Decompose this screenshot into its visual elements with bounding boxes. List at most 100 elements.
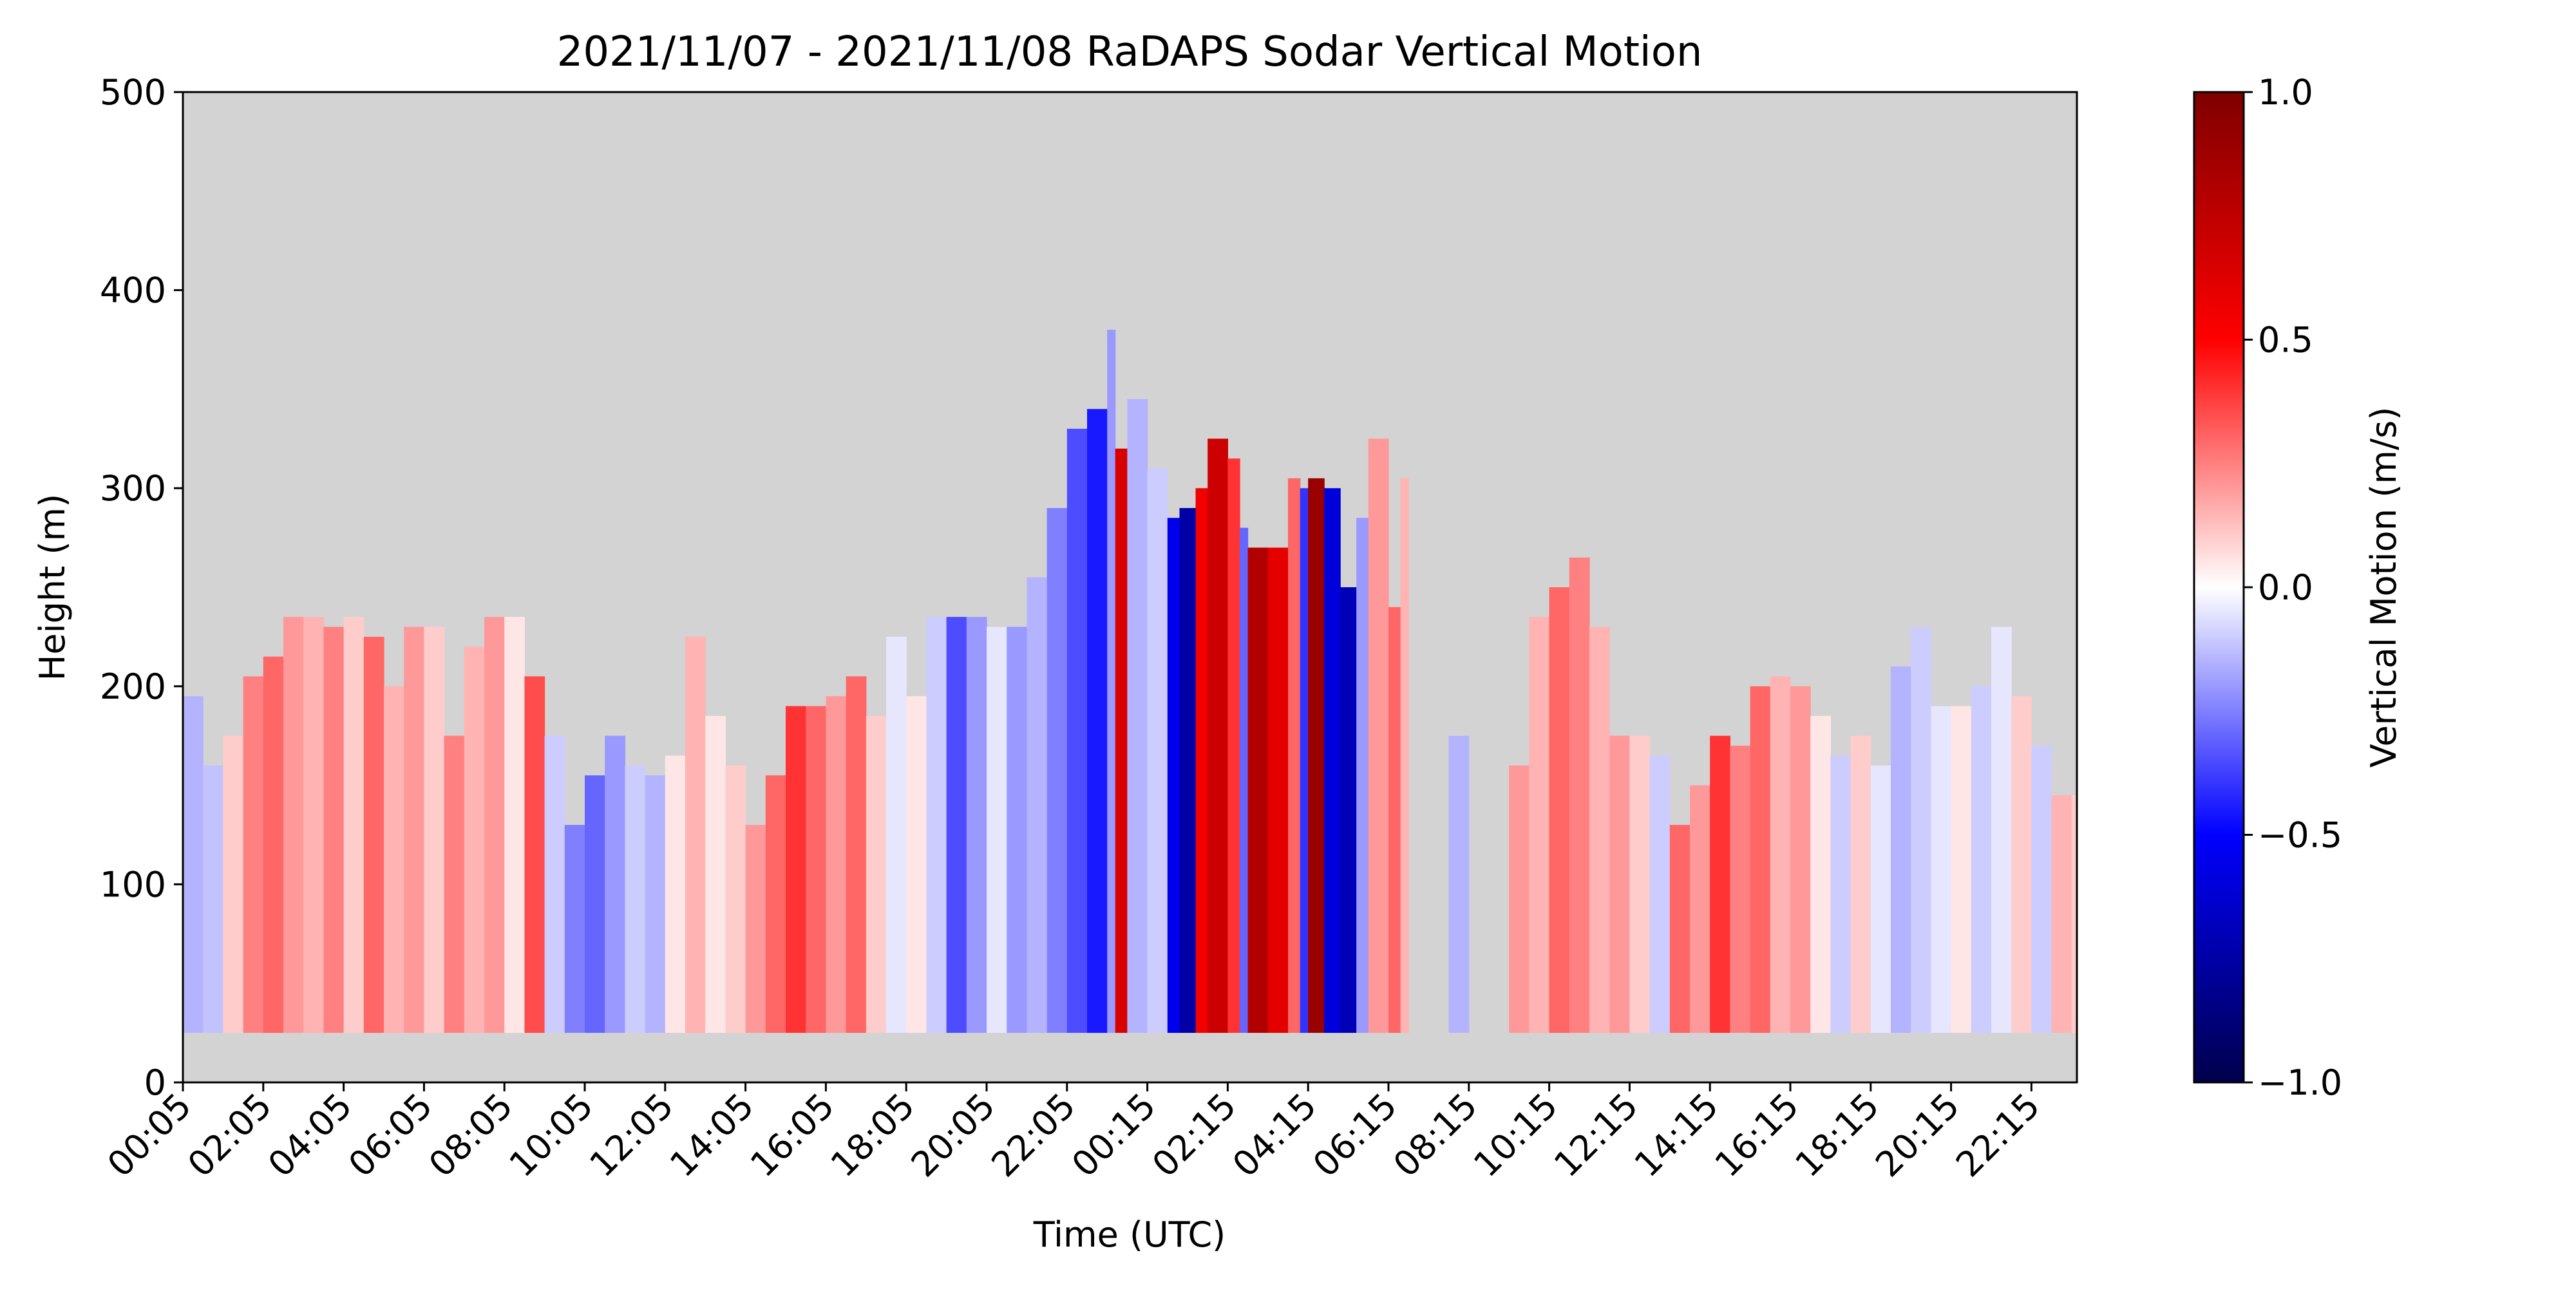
heatmap-cell	[1629, 735, 1651, 1033]
chart-title: 2021/11/07 - 2021/11/08 RaDAPS Sodar Ver…	[557, 28, 1703, 76]
heatmap-cell	[2514, 538, 2526, 1033]
heatmap-cell	[1267, 547, 1289, 1033]
colorbar-tick-label: 0.0	[2258, 567, 2313, 608]
heatmap-cell	[846, 676, 867, 1033]
heatmap-cell	[464, 646, 485, 1033]
heatmap-cell	[2474, 478, 2486, 1033]
heatmap-cell	[1529, 617, 1550, 1033]
heatmap-cell	[1690, 785, 1710, 1033]
heatmap-cell	[1790, 686, 1811, 1033]
x-tick-label: 02:05	[180, 1086, 279, 1185]
colorbar-tick-label: −1.0	[2258, 1062, 2342, 1103]
y-axis-label: Height (m)	[32, 494, 73, 681]
heatmap-cell	[1240, 527, 1249, 1033]
heatmap-cell	[826, 696, 847, 1033]
x-tick-label: 04:15	[1225, 1086, 1325, 1185]
heatmap-cell	[283, 617, 304, 1033]
heatmap-cell	[585, 775, 605, 1033]
heatmap-cell	[966, 617, 987, 1033]
heatmap-cell	[1247, 547, 1269, 1033]
heatmap-cell	[484, 617, 505, 1033]
heatmap-cell	[2526, 587, 2534, 1033]
heatmap-cell	[786, 706, 806, 1033]
heatmap-cell	[1870, 765, 1891, 1033]
x-tick-label: 08:15	[1385, 1086, 1485, 1185]
heatmap-cell	[1195, 488, 1208, 1033]
heatmap-cell	[2152, 786, 2173, 1033]
heatmap-layer	[183, 330, 2534, 1033]
heatmap-cell	[1368, 438, 1389, 1033]
heatmap-cell	[705, 715, 726, 1033]
heatmap-cell	[2092, 805, 2112, 1033]
heatmap-cell	[625, 765, 646, 1033]
heatmap-cell	[1891, 666, 1911, 1033]
x-axis: 00:0502:0504:0506:0508:0510:0512:0514:05…	[100, 1082, 2048, 1185]
heatmap-cell	[1549, 587, 1570, 1033]
heatmap-cell	[1147, 468, 1168, 1033]
heatmap-cell	[544, 735, 565, 1033]
heatmap-cell	[504, 617, 525, 1033]
y-tick-label: 300	[100, 468, 166, 509]
heatmap-cell	[605, 735, 625, 1033]
heatmap-cell	[2132, 766, 2152, 1033]
heatmap-cell	[2345, 449, 2353, 1033]
x-tick-label: 08:05	[421, 1086, 521, 1185]
x-tick-label: 12:05	[582, 1086, 681, 1185]
colorbar-tick-label: −0.5	[2258, 815, 2342, 856]
x-tick-label: 20:15	[1868, 1086, 1967, 1185]
x-tick-label: 16:15	[1707, 1086, 1807, 1185]
heatmap-cell	[886, 636, 907, 1033]
heatmap-cell	[2031, 746, 2052, 1033]
heatmap-cell	[665, 755, 686, 1033]
y-axis: 0 100 200 300 400 500	[100, 72, 183, 1103]
heatmap-cell	[1750, 686, 1771, 1033]
heatmap-cell	[1356, 518, 1369, 1033]
heatmap-cell	[2333, 409, 2345, 1033]
x-tick-label: 04:05	[260, 1086, 360, 1185]
heatmap-cell	[1609, 735, 1630, 1033]
heatmap-cell	[725, 765, 746, 1033]
x-tick-label: 06:15	[1305, 1086, 1405, 1185]
heatmap-cell	[444, 735, 465, 1033]
heatmap-cell	[645, 775, 666, 1033]
heatmap-cell	[1300, 488, 1309, 1033]
heatmap-cell	[363, 636, 384, 1033]
x-tick-label: 14:15	[1627, 1086, 1727, 1185]
heatmap-cell	[1951, 706, 1972, 1033]
heatmap-cell	[2293, 429, 2313, 1033]
x-tick-label: 22:05	[983, 1086, 1083, 1185]
heatmap-cell	[765, 775, 786, 1033]
x-tick-label: 18:15	[1787, 1086, 1887, 1185]
y-tick-label: 500	[100, 72, 166, 113]
heatmap-cell	[866, 715, 887, 1033]
colorbar-gradient	[2193, 91, 2245, 1084]
heatmap-cell	[2433, 498, 2454, 1033]
y-tick-label: 100	[100, 864, 166, 905]
heatmap-cell	[1227, 458, 1240, 1033]
heatmap-cell	[524, 676, 545, 1033]
heatmap-cell	[203, 765, 223, 1033]
heatmap-cell	[1107, 330, 1116, 1033]
heatmap-cell	[1991, 627, 2012, 1033]
y-tick-label: 400	[100, 270, 166, 311]
x-tick-label: 00:15	[1064, 1086, 1164, 1185]
colorbar-axis: 1.0 0.5 0.0 −0.5 −1.0	[2244, 72, 2342, 1103]
heatmap-cell	[1066, 428, 1088, 1033]
colorbar-tick-label: 1.0	[2258, 72, 2313, 113]
y-tick-label: 0	[144, 1062, 166, 1103]
heatmap-cell	[1569, 557, 1590, 1033]
heatmap-cell	[1448, 735, 1470, 1033]
heatmap-cell	[1208, 438, 1228, 1033]
heatmap-cell	[1324, 488, 1341, 1033]
heatmap-cell	[564, 825, 585, 1033]
heatmap-cell	[2502, 567, 2514, 1033]
heatmap-cell	[1810, 715, 1831, 1033]
heatmap-cell	[1669, 825, 1690, 1033]
x-tick-label: 18:05	[823, 1086, 923, 1185]
heatmap-cell	[1931, 706, 1952, 1033]
heatmap-cell	[323, 627, 345, 1033]
heatmap-cell	[1340, 587, 1357, 1033]
x-tick-label: 14:05	[662, 1086, 762, 1185]
heatmap-cell	[223, 735, 244, 1033]
